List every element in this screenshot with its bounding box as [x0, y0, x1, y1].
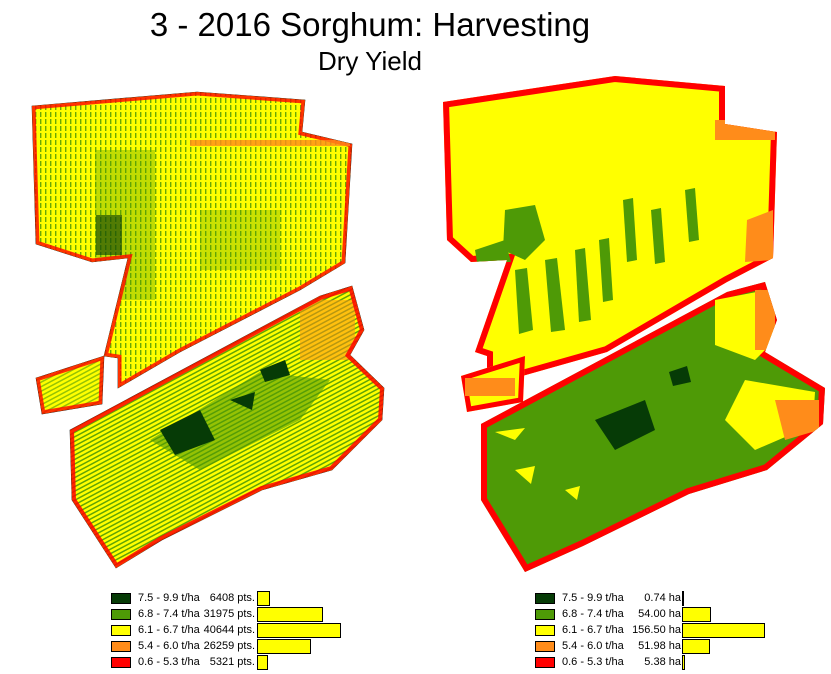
legend-count-label: 156.50 ha — [632, 624, 681, 636]
legend-count-label: 5321 pts. — [209, 656, 255, 668]
south-paddock-zones — [481, 282, 825, 572]
legend-count-label: 5.38 ha — [644, 656, 681, 668]
points-legend: 7.5 - 9.9 t/ha 6408 pts. 6.8 - 7.4 t/ha 319… — [111, 591, 351, 671]
yield-points-map — [31, 91, 385, 569]
yield-zones-map — [443, 76, 825, 572]
legend-count-label: 31975 pts. — [203, 608, 255, 620]
legend-row: 6.8 - 7.4 t/ha 54.00 ha — [535, 607, 775, 623]
legend-count-label: 40644 pts. — [203, 624, 255, 636]
map-title: 3 - 2016 Sorghum: Harvesting — [149, 6, 591, 43]
legend-count-label: 0.74 ha — [644, 592, 681, 604]
legend-row: 7.5 - 9.9 t/ha 6408 pts. — [111, 591, 351, 607]
legend-histogram-bar — [257, 639, 311, 654]
legend-swatch — [111, 609, 131, 620]
legend-row: 7.5 - 9.9 t/ha 0.74 ha — [535, 591, 775, 607]
legend-count-label: 54.00 ha — [638, 608, 681, 620]
legend-swatch — [111, 625, 131, 636]
legend-histogram-bar — [682, 623, 765, 638]
legend-row: 0.6 - 5.3 t/ha 5.38 ha — [535, 655, 775, 671]
legend-swatch — [535, 625, 555, 636]
legend-histogram-bar — [682, 591, 684, 606]
legend-row: 6.1 - 6.7 t/ha 156.50 ha — [535, 623, 775, 639]
legend-row: 0.6 - 5.3 t/ha 5321 pts. — [111, 655, 351, 671]
legend-swatch — [111, 593, 131, 604]
legend-swatch — [535, 657, 555, 668]
legend-count-label: 26259 pts. — [203, 640, 255, 652]
legend-swatch — [111, 657, 131, 668]
legend-row: 5.4 - 6.0 t/ha 26259 pts. — [111, 639, 351, 655]
legend-histogram-bar — [257, 607, 323, 622]
legend-range-label: 7.5 - 9.9 t/ha — [138, 592, 200, 604]
legend-histogram-bar — [682, 655, 685, 670]
legend-row: 5.4 - 6.0 t/ha 51.98 ha — [535, 639, 775, 655]
legend-row: 6.8 - 7.4 t/ha 31975 pts. — [111, 607, 351, 623]
legend-swatch — [535, 641, 555, 652]
legend-range-label: 6.8 - 7.4 t/ha — [562, 608, 624, 620]
legend-range-label: 5.4 - 6.0 t/ha — [562, 640, 624, 652]
legend-range-label: 6.8 - 7.4 t/ha — [138, 608, 200, 620]
legend-count-label: 51.98 ha — [638, 640, 681, 652]
legend-histogram-bar — [257, 591, 270, 606]
legend-range-label: 5.4 - 6.0 t/ha — [138, 640, 200, 652]
legend-histogram-bar — [682, 607, 711, 622]
north-paddock-points — [31, 91, 353, 389]
legend-range-label: 0.6 - 5.3 t/ha — [562, 656, 624, 668]
legend-range-label: 6.1 - 6.7 t/ha — [138, 624, 200, 636]
legend-row: 6.1 - 6.7 t/ha 40644 pts. — [111, 623, 351, 639]
legend-range-label: 0.6 - 5.3 t/ha — [138, 656, 200, 668]
legend-histogram-bar — [257, 623, 341, 638]
legend-swatch — [535, 609, 555, 620]
west-paddock-points — [35, 355, 105, 415]
legend-range-label: 6.1 - 6.7 t/ha — [562, 624, 624, 636]
map-subtitle: Dry Yield — [317, 46, 423, 76]
area-legend: 7.5 - 9.9 t/ha 0.74 ha 6.8 - 7.4 t/ha 54.00… — [535, 591, 775, 671]
legend-histogram-bar — [682, 639, 710, 654]
legend-count-label: 6408 pts. — [209, 592, 255, 604]
legend-swatch — [535, 593, 555, 604]
legend-swatch — [111, 641, 131, 652]
legend-range-label: 7.5 - 9.9 t/ha — [562, 592, 624, 604]
legend-histogram-bar — [257, 655, 268, 670]
